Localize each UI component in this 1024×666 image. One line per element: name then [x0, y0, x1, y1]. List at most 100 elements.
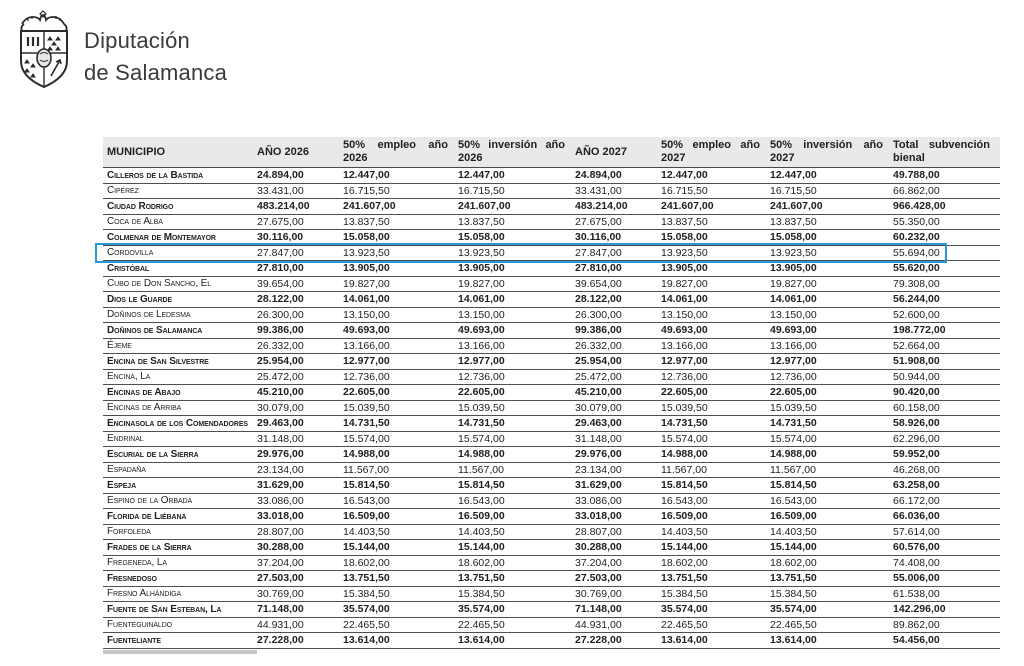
value-cell-ano-2026: 31.629,00	[257, 479, 304, 492]
table-row: Endrinal 31.148,00 15.574,00 15.574,00 31.14…	[103, 432, 1000, 447]
value-cell-ano-2026: 25.954,00	[257, 355, 304, 368]
value-cell-empleo-2026: 22.465,50	[343, 618, 390, 631]
value-cell-ano-2026: 31.148,00	[257, 432, 304, 445]
value-cell-empleo-2026: 35.574,00	[343, 603, 390, 616]
value-cell-empleo-2027: 13.837,50	[661, 215, 708, 228]
value-cell-empleo-2027: 16.543,00	[661, 494, 708, 507]
value-cell-ano-2027: 30.079,00	[575, 401, 622, 414]
value-cell-ano-2026: 23.134,00	[257, 463, 304, 476]
value-cell-ano-2027: 30.116,00	[575, 231, 622, 244]
value-cell-ano-2027: 31.148,00	[575, 432, 622, 445]
value-cell-inversion-2027: 13.923,50	[770, 246, 817, 259]
table-row: Forfoleda 28.807,00 14.403,50 14.403,50 28.8…	[103, 525, 1000, 540]
municipio-cell: Encinasola de los Comendadores	[107, 417, 248, 429]
table-row: Colmenar de Montemayor 30.116,00 15.058,00…	[103, 230, 1000, 246]
coat-of-arms-icon	[20, 10, 68, 89]
value-cell-ano-2027: 99.386,00	[575, 324, 622, 337]
value-cell-ano-2026: 27.675,00	[257, 215, 304, 228]
municipio-cell: Escurial de la Sierra	[107, 448, 199, 460]
value-cell-empleo-2027: 11.567,00	[661, 463, 707, 476]
value-cell-ano-2027: 27.810,00	[575, 262, 622, 275]
value-cell-ano-2027: 29.976,00	[575, 448, 622, 461]
value-cell-inversion-2027: 22.465,50	[770, 618, 817, 631]
logo-subtitle: de Salamanca	[84, 60, 228, 85]
value-cell-ano-2027: 27.503,00	[575, 572, 622, 585]
municipio-cell: Éjeme	[107, 340, 132, 352]
value-cell-inversion-2026: 13.614,00	[458, 634, 505, 647]
value-cell-ano-2027: 26.332,00	[575, 339, 622, 352]
value-cell-total-bienal: 74.408,00	[893, 556, 940, 569]
value-cell-empleo-2027: 13.905,00	[661, 262, 708, 275]
value-cell-ano-2027: 31.629,00	[575, 479, 622, 492]
municipio-cell: Fuente de San Esteban, La	[107, 603, 222, 615]
value-cell-empleo-2027: 22.605,00	[661, 386, 708, 399]
value-cell-total-bienal: 49.788,00	[893, 169, 940, 182]
value-cell-inversion-2026: 15.574,00	[458, 432, 505, 445]
value-cell-inversion-2027: 15.144,00	[770, 541, 817, 554]
value-cell-ano-2027: 25.472,00	[575, 370, 622, 383]
value-cell-empleo-2026: 14.061,00	[343, 293, 390, 306]
table-row: Espeja 31.629,00 15.814,50 15.814,50 31.629,…	[103, 478, 1000, 494]
value-cell-ano-2026: 28.122,00	[257, 293, 304, 306]
value-cell-inversion-2026: 14.731,50	[458, 417, 505, 430]
value-cell-empleo-2026: 13.150,00	[343, 308, 390, 321]
value-cell-empleo-2026: 16.509,00	[343, 510, 390, 523]
value-cell-inversion-2026: 16.715,50	[458, 184, 505, 197]
value-cell-inversion-2027: 14.988,00	[770, 448, 817, 461]
value-cell-total-bienal: 60.232,00	[893, 231, 940, 244]
value-cell-empleo-2026: 12.736,00	[343, 370, 390, 383]
municipio-cell: Dios le Guarde	[107, 293, 173, 305]
municipio-cell: Fresno Alhándiga	[107, 588, 182, 600]
value-cell-inversion-2026: 22.605,00	[458, 386, 505, 399]
value-cell-inversion-2027: 15.039,50	[770, 401, 817, 414]
value-cell-inversion-2026: 12.447,00	[458, 169, 505, 182]
table-row: Espadaña 23.134,00 11.567,00 11.567,00 23.13…	[103, 463, 1000, 478]
value-cell-ano-2026: 24.894,00	[257, 169, 304, 182]
value-cell-empleo-2027: 12.736,00	[661, 370, 708, 383]
value-cell-empleo-2027: 14.731,50	[661, 417, 708, 430]
value-cell-empleo-2026: 14.988,00	[343, 448, 390, 461]
value-cell-ano-2027: 33.086,00	[575, 494, 622, 507]
col-header-total-bienal: Total subvención bienal	[893, 139, 990, 164]
value-cell-total-bienal: 90.420,00	[893, 386, 940, 399]
value-cell-ano-2027: 23.134,00	[575, 463, 622, 476]
value-cell-ano-2026: 29.976,00	[257, 448, 304, 461]
value-cell-inversion-2026: 22.465,50	[458, 618, 505, 631]
municipio-cell: Doñinos de Ledesma	[107, 309, 191, 321]
value-cell-empleo-2027: 35.574,00	[661, 603, 708, 616]
value-cell-ano-2027: 44.931,00	[575, 618, 622, 631]
table-row: Encinas de Arriba 30.079,00 15.039,50 15.03…	[103, 401, 1000, 416]
value-cell-ano-2026: 99.386,00	[257, 324, 304, 337]
value-cell-inversion-2027: 16.543,00	[770, 494, 817, 507]
value-cell-inversion-2026: 18.602,00	[458, 556, 505, 569]
value-cell-inversion-2027: 13.614,00	[770, 634, 817, 647]
col-header-ano-2027: AÑO 2027	[575, 145, 627, 158]
value-cell-ano-2026: 27.228,00	[257, 634, 304, 647]
municipio-cell: Florida de Liébana	[107, 510, 187, 522]
value-cell-total-bienal: 66.036,00	[893, 510, 940, 523]
municipio-cell: Espeja	[107, 479, 137, 491]
municipio-cell: Coca de Alba	[107, 216, 163, 228]
value-cell-total-bienal: 58.926,00	[893, 417, 940, 430]
value-cell-ano-2027: 27.228,00	[575, 634, 622, 647]
value-cell-empleo-2026: 13.837,50	[343, 215, 390, 228]
value-cell-empleo-2026: 18.602,00	[343, 556, 390, 569]
value-cell-ano-2026: 71.148,00	[257, 603, 304, 616]
value-cell-inversion-2026: 13.751,50	[458, 572, 505, 585]
value-cell-empleo-2026: 22.605,00	[343, 386, 390, 399]
value-cell-inversion-2026: 15.384,50	[458, 587, 505, 600]
value-cell-empleo-2026: 12.447,00	[343, 169, 390, 182]
col-header-inversion-2026: 50% inversión año 2026	[458, 139, 565, 164]
value-cell-inversion-2027: 14.403,50	[770, 525, 817, 538]
value-cell-total-bienal: 50.944,00	[893, 370, 940, 383]
value-cell-inversion-2026: 15.814,50	[458, 479, 505, 492]
value-cell-ano-2026: 483.214,00	[257, 200, 310, 213]
value-cell-total-bienal: 62.296,00	[893, 432, 940, 445]
value-cell-total-bienal: 966.428,00	[893, 200, 946, 213]
municipio-cell: Cilleros de la Bastida	[107, 169, 204, 181]
value-cell-empleo-2027: 13.923,50	[661, 246, 708, 259]
value-cell-ano-2026: 39.654,00	[257, 277, 304, 290]
value-cell-total-bienal: 55.694,00	[893, 246, 940, 259]
value-cell-empleo-2027: 22.465,50	[661, 618, 708, 631]
value-cell-empleo-2026: 12.977,00	[343, 355, 390, 368]
